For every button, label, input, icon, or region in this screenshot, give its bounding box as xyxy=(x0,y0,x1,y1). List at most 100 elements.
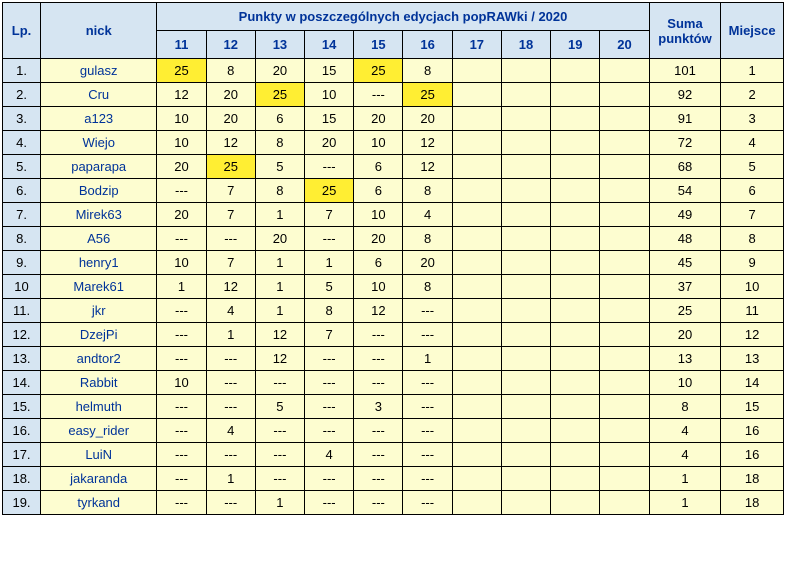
lp-cell: 18. xyxy=(3,467,41,491)
nick-cell[interactable]: a123 xyxy=(41,107,157,131)
place-cell: 16 xyxy=(721,419,784,443)
score-cell: --- xyxy=(305,155,354,179)
score-cell: 12 xyxy=(354,299,403,323)
score-cell xyxy=(551,83,600,107)
score-cell: 20 xyxy=(354,227,403,251)
score-cell: 8 xyxy=(403,275,452,299)
score-cell: 20 xyxy=(206,107,255,131)
sum-cell: 4 xyxy=(649,443,721,467)
score-cell xyxy=(452,395,501,419)
score-cell: 4 xyxy=(206,299,255,323)
score-cell: 20 xyxy=(255,227,304,251)
nick-cell[interactable]: andtor2 xyxy=(41,347,157,371)
score-cell xyxy=(551,59,600,83)
place-cell: 11 xyxy=(721,299,784,323)
score-cell xyxy=(600,443,649,467)
score-cell: 15 xyxy=(305,59,354,83)
score-cell: --- xyxy=(403,467,452,491)
score-cell: --- xyxy=(305,347,354,371)
place-cell: 18 xyxy=(721,467,784,491)
nick-cell[interactable]: helmuth xyxy=(41,395,157,419)
place-cell: 10 xyxy=(721,275,784,299)
score-cell xyxy=(452,299,501,323)
place-cell: 15 xyxy=(721,395,784,419)
score-cell: 20 xyxy=(157,203,206,227)
nick-cell[interactable]: henry1 xyxy=(41,251,157,275)
score-cell xyxy=(551,467,600,491)
header-edition: 13 xyxy=(255,31,304,59)
sum-cell: 1 xyxy=(649,491,721,515)
header-edition: 11 xyxy=(157,31,206,59)
score-cell: --- xyxy=(255,467,304,491)
nick-cell[interactable]: Mirek63 xyxy=(41,203,157,227)
score-cell xyxy=(501,83,550,107)
table-row: 7.Mirek6320717104497 xyxy=(3,203,784,227)
header-edition: 17 xyxy=(452,31,501,59)
nick-cell[interactable]: jakaranda xyxy=(41,467,157,491)
score-cell xyxy=(600,395,649,419)
place-cell: 13 xyxy=(721,347,784,371)
score-cell: --- xyxy=(354,371,403,395)
score-cell xyxy=(551,395,600,419)
score-cell: --- xyxy=(157,323,206,347)
score-cell: 5 xyxy=(255,155,304,179)
score-cell: --- xyxy=(157,299,206,323)
score-cell: 25 xyxy=(255,83,304,107)
score-cell: 10 xyxy=(157,251,206,275)
sum-cell: 20 xyxy=(649,323,721,347)
sum-cell: 4 xyxy=(649,419,721,443)
header-edition: 16 xyxy=(403,31,452,59)
nick-cell[interactable]: Bodzip xyxy=(41,179,157,203)
score-cell xyxy=(600,83,649,107)
score-cell: 8 xyxy=(255,179,304,203)
sum-cell: 25 xyxy=(649,299,721,323)
nick-cell[interactable]: easy_rider xyxy=(41,419,157,443)
score-cell xyxy=(501,347,550,371)
table-row: 16.easy_rider---4------------416 xyxy=(3,419,784,443)
lp-cell: 6. xyxy=(3,179,41,203)
sum-cell: 54 xyxy=(649,179,721,203)
nick-cell[interactable]: Rabbit xyxy=(41,371,157,395)
score-cell xyxy=(452,323,501,347)
nick-cell[interactable]: tyrkand xyxy=(41,491,157,515)
nick-cell[interactable]: gulasz xyxy=(41,59,157,83)
table-row: 13.andtor2------12------11313 xyxy=(3,347,784,371)
table-row: 3.a12310206152020913 xyxy=(3,107,784,131)
nick-cell[interactable]: A56 xyxy=(41,227,157,251)
nick-cell[interactable]: DzejPi xyxy=(41,323,157,347)
score-cell: 20 xyxy=(255,59,304,83)
table-row: 14.Rabbit10---------------1014 xyxy=(3,371,784,395)
lp-cell: 10 xyxy=(3,275,41,299)
score-cell: 25 xyxy=(354,59,403,83)
score-cell xyxy=(600,323,649,347)
sum-cell: 101 xyxy=(649,59,721,83)
place-cell: 7 xyxy=(721,203,784,227)
score-cell xyxy=(452,203,501,227)
score-cell xyxy=(600,131,649,155)
score-cell xyxy=(452,251,501,275)
score-cell: --- xyxy=(354,467,403,491)
nick-cell[interactable]: jkr xyxy=(41,299,157,323)
nick-cell[interactable]: Marek61 xyxy=(41,275,157,299)
score-cell: 10 xyxy=(354,275,403,299)
score-cell xyxy=(452,347,501,371)
score-cell: 12 xyxy=(403,131,452,155)
score-cell: --- xyxy=(403,491,452,515)
lp-cell: 19. xyxy=(3,491,41,515)
table-row: 9.henry110711620459 xyxy=(3,251,784,275)
header-edition: 19 xyxy=(551,31,600,59)
score-cell: --- xyxy=(157,347,206,371)
score-cell xyxy=(452,179,501,203)
score-cell xyxy=(501,59,550,83)
score-cell: --- xyxy=(354,83,403,107)
score-cell: 8 xyxy=(403,59,452,83)
nick-cell[interactable]: Wiejo xyxy=(41,131,157,155)
score-cell xyxy=(551,251,600,275)
score-cell xyxy=(501,419,550,443)
nick-cell[interactable]: LuiN xyxy=(41,443,157,467)
score-cell: 3 xyxy=(354,395,403,419)
nick-cell[interactable]: Cru xyxy=(41,83,157,107)
nick-cell[interactable]: paparapa xyxy=(41,155,157,179)
lp-cell: 4. xyxy=(3,131,41,155)
score-cell: 5 xyxy=(305,275,354,299)
